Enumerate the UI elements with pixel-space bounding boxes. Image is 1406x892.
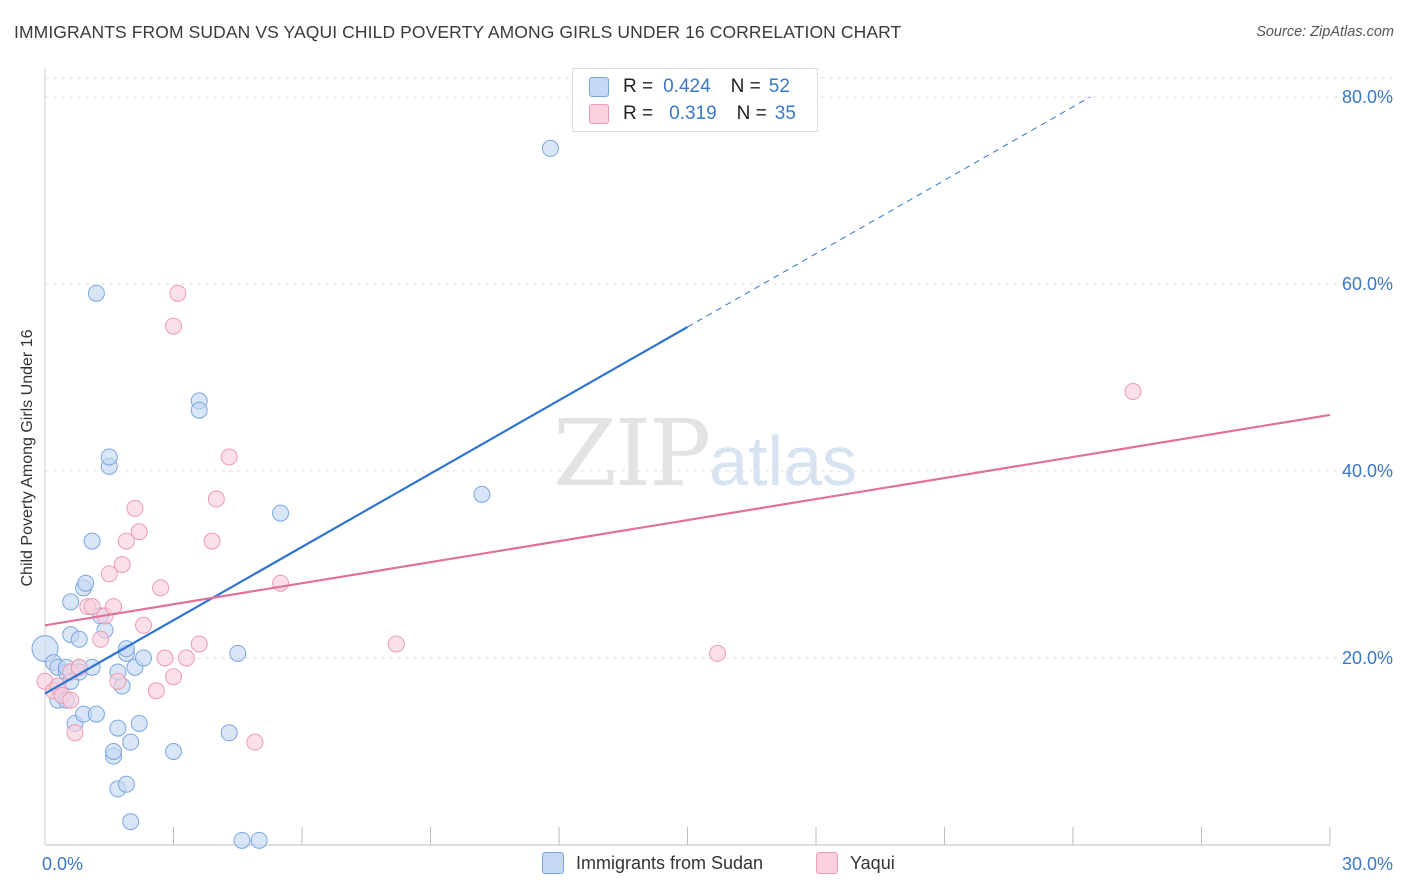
sudan-point bbox=[272, 504, 290, 522]
sudan-point bbox=[233, 831, 251, 849]
sudan-point bbox=[122, 733, 140, 751]
y-tick-label: 60.0% bbox=[1342, 274, 1393, 294]
legend-swatch-sudan bbox=[542, 852, 564, 874]
sudan-point bbox=[165, 743, 182, 760]
legend-n-value: 52 bbox=[768, 76, 790, 97]
legend-item-sudan[interactable]: Immigrants from Sudan bbox=[542, 852, 763, 874]
legend-r-label: R = bbox=[623, 76, 654, 97]
watermark-zip: ZIP bbox=[553, 400, 711, 507]
yaqui-point bbox=[113, 556, 131, 573]
legend-label-yaqui: Yaqui bbox=[850, 852, 895, 873]
yaqui-point bbox=[62, 691, 80, 709]
sudan-trend-extension bbox=[687, 96, 1091, 328]
watermark: ZIPatlas bbox=[553, 400, 857, 507]
sudan-point bbox=[70, 630, 88, 648]
sudan-point bbox=[122, 813, 140, 831]
yaqui-point bbox=[152, 579, 170, 597]
legend-item-yaqui[interactable]: Yaqui bbox=[816, 852, 895, 874]
series-legend: Immigrants from Sudan Yaqui bbox=[0, 852, 1406, 876]
legend-label-sudan: Immigrants from Sudan bbox=[576, 852, 764, 873]
sudan-point bbox=[541, 139, 559, 157]
legend-row-sudan: R = 0.424 N = 52 bbox=[589, 75, 790, 99]
yaqui-point bbox=[387, 635, 405, 653]
legend-n-value: 35 bbox=[774, 103, 796, 124]
yaqui-point bbox=[169, 284, 187, 302]
sudan-point bbox=[190, 401, 208, 419]
yaqui-point bbox=[109, 672, 127, 690]
y-tick-label: 80.0% bbox=[1342, 87, 1393, 107]
source-label: Source: ZipAtlas.com bbox=[1256, 24, 1394, 40]
yaqui-point bbox=[246, 733, 264, 751]
sudan-point bbox=[87, 284, 105, 302]
yaqui-point bbox=[190, 635, 208, 653]
sudan-point bbox=[105, 743, 123, 760]
sudan-point bbox=[62, 593, 80, 611]
yaqui-trend-line bbox=[44, 413, 1331, 627]
yaqui-point bbox=[177, 649, 195, 667]
sudan-point bbox=[220, 724, 238, 742]
yaqui-point bbox=[165, 668, 182, 686]
x-tick-label: 30.0% bbox=[1342, 854, 1393, 874]
sudan-point bbox=[250, 831, 268, 849]
legend-n-label: N = bbox=[730, 76, 761, 97]
y-tick-label: 40.0% bbox=[1342, 461, 1393, 481]
yaqui-point bbox=[1124, 383, 1142, 401]
yaqui-point bbox=[83, 598, 101, 616]
yaqui-point bbox=[66, 724, 84, 742]
sudan-point bbox=[87, 705, 105, 723]
yaqui-point bbox=[130, 523, 148, 541]
yaqui-point bbox=[156, 649, 174, 667]
yaqui-point bbox=[135, 616, 153, 634]
sudan-point bbox=[100, 448, 118, 466]
chart-title: IMMIGRANTS FROM SUDAN VS YAQUI CHILD POV… bbox=[14, 22, 902, 42]
legend-row-yaqui: R = 0.319 N = 35 bbox=[589, 102, 796, 126]
yaqui-point bbox=[147, 682, 165, 700]
watermark-atlas: atlas bbox=[709, 422, 858, 500]
sudan-point bbox=[77, 574, 95, 592]
sudan-point bbox=[83, 532, 101, 550]
yaqui-point bbox=[100, 565, 118, 583]
yaqui-point bbox=[708, 644, 726, 662]
legend-swatch-sudan bbox=[589, 77, 609, 97]
sudan-point bbox=[109, 719, 127, 737]
sudan-point bbox=[473, 485, 491, 503]
legend-swatch-yaqui bbox=[589, 104, 609, 124]
sudan-point bbox=[117, 775, 135, 793]
yaqui-point bbox=[92, 630, 110, 648]
sudan-trend-line bbox=[44, 326, 689, 695]
legend-r-value: 0.319 bbox=[669, 103, 717, 124]
sudan-point bbox=[130, 714, 148, 732]
yaqui-point bbox=[165, 317, 182, 335]
yaqui-point bbox=[220, 448, 238, 466]
yaqui-point bbox=[203, 532, 221, 550]
legend-swatch-yaqui bbox=[816, 852, 838, 874]
sudan-point bbox=[229, 644, 247, 662]
yaqui-point bbox=[207, 490, 225, 508]
legend-r-label: R = bbox=[623, 103, 654, 124]
correlation-legend: R = 0.424 N = 52 R = 0.319 N = 35 bbox=[572, 68, 818, 132]
x-tick-label: 0.0% bbox=[42, 854, 83, 874]
yaqui-point bbox=[126, 499, 144, 517]
y-tick-label: 20.0% bbox=[1342, 648, 1393, 668]
yaqui-point bbox=[272, 574, 290, 592]
legend-r-value: 0.424 bbox=[663, 76, 711, 97]
yaqui-point bbox=[117, 532, 135, 550]
legend-n-label: N = bbox=[736, 103, 767, 124]
sudan-point bbox=[135, 649, 153, 667]
